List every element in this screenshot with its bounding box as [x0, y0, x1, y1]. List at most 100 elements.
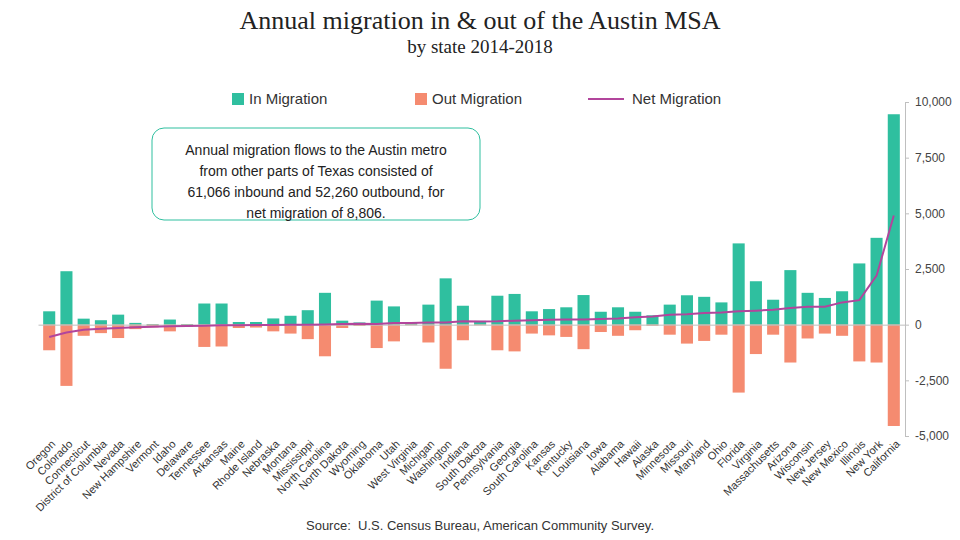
- x-axis: OregonColoradoConnecticutDistrict of Col…: [23, 325, 906, 514]
- bar: [388, 306, 400, 324]
- annotation-text: Annual migration flows to the Austin met…: [185, 142, 447, 158]
- bar: [784, 270, 796, 325]
- x-tick-label: Louisiana: [550, 437, 592, 479]
- x-tick: Illinois: [837, 325, 867, 468]
- legend-swatch: [232, 93, 244, 105]
- y-tick: 7,500: [905, 151, 945, 165]
- bar: [267, 318, 279, 324]
- x-tick: Florida: [715, 325, 748, 470]
- title: Annual migration in & out of the Austin …: [240, 6, 721, 35]
- plot-lines: [49, 216, 894, 337]
- y-tick: 10,000: [905, 95, 952, 109]
- bar: [681, 295, 693, 324]
- annotation: Annual migration flows to the Austin met…: [152, 128, 480, 221]
- bar: [371, 325, 383, 348]
- y-tick-label: 2,500: [915, 262, 945, 276]
- bar: [698, 325, 710, 341]
- y-tick-mark: [905, 380, 909, 381]
- bar: [819, 325, 831, 334]
- bar: [767, 300, 779, 325]
- legend-item: Net Migration: [588, 90, 721, 107]
- legend-item: In Migration: [232, 90, 327, 107]
- y-tick-label: 5,000: [915, 207, 945, 221]
- source: Source: U.S. Census Bureau, American Com…: [306, 518, 654, 533]
- legend-item: Out Migration: [415, 90, 522, 107]
- y-tick-label: 7,500: [915, 151, 945, 165]
- annotation-box: [152, 128, 480, 220]
- x-tick: Oregon: [23, 325, 57, 472]
- annotation-text: from other parts of Texas consisted of: [199, 163, 432, 179]
- bar: [198, 325, 210, 347]
- bar: [371, 301, 383, 325]
- bar: [388, 325, 400, 342]
- bar: [578, 325, 590, 349]
- y-axis: -5,000 -2,500 0 2,500 5,000 7,500 10,000: [905, 95, 952, 443]
- bar: [112, 315, 124, 325]
- y-tick-label: 10,000: [915, 95, 952, 109]
- bar: [784, 325, 796, 363]
- bar: [543, 309, 555, 325]
- bar: [888, 325, 900, 426]
- bar: [319, 293, 331, 325]
- bar: [284, 325, 296, 334]
- bar-series: [43, 114, 900, 324]
- bar: [43, 311, 55, 324]
- bar: [440, 278, 452, 324]
- bar: [198, 304, 210, 325]
- bar: [284, 316, 296, 325]
- legend-swatch: [588, 98, 624, 100]
- subtitle: by state 2014-2018: [407, 36, 553, 57]
- y-tick-label: 0: [915, 318, 922, 332]
- y-tick: 2,500: [905, 262, 945, 276]
- x-tick-label: California: [861, 437, 903, 479]
- legend-swatch: [415, 93, 427, 105]
- y-tick: 0: [905, 318, 922, 332]
- bar: [681, 325, 693, 344]
- x-tick-label: Maryland: [672, 438, 712, 478]
- x-tick: Utah: [377, 325, 402, 463]
- y-tick-mark: [905, 325, 909, 326]
- bar: [440, 325, 452, 369]
- net-line: [49, 216, 894, 337]
- y-tick-label: -5,000: [915, 429, 949, 443]
- bar: [802, 293, 814, 325]
- bar: [767, 325, 779, 335]
- bar: [509, 325, 521, 352]
- chart: Annual migration in & out of the Austin …: [0, 0, 960, 540]
- bar: [750, 281, 762, 324]
- bar: [560, 325, 572, 337]
- bar: [888, 114, 900, 324]
- bar: [853, 325, 865, 362]
- bar: [698, 297, 710, 325]
- x-tick: Alaska: [629, 325, 661, 470]
- x-tick: Idaho: [150, 325, 178, 466]
- plot-marks: [43, 114, 900, 426]
- y-tick-mark: [905, 213, 909, 214]
- x-tick: Oklahoma: [341, 325, 386, 482]
- legend-label: Net Migration: [632, 90, 721, 107]
- y-tick: -2,500: [905, 374, 949, 388]
- legend: In Migration Out Migration Net Migration: [232, 90, 721, 107]
- bar: [129, 323, 141, 325]
- bar: [543, 325, 555, 336]
- bar: [836, 325, 848, 336]
- y-tick-mark: [905, 158, 909, 159]
- x-tick: Ohio: [705, 325, 730, 463]
- bar: [422, 325, 434, 343]
- bar: [457, 325, 469, 341]
- x-tick: Iowa: [584, 325, 610, 463]
- x-tick: New Hampshire: [80, 325, 144, 502]
- bar-series: [43, 325, 900, 426]
- bar: [216, 325, 228, 347]
- bar: [302, 310, 314, 324]
- y-axis-line: [906, 103, 910, 437]
- bar: [560, 307, 572, 324]
- y-tick: 5,000: [905, 207, 945, 221]
- bar: [612, 325, 624, 336]
- bar: [526, 325, 538, 334]
- bar: [112, 325, 124, 338]
- annotation-text: 61,066 inbound and 52,260 outbound, for: [188, 184, 445, 200]
- bar: [715, 325, 727, 335]
- y-tick-mark: [905, 102, 909, 103]
- bar: [664, 325, 676, 335]
